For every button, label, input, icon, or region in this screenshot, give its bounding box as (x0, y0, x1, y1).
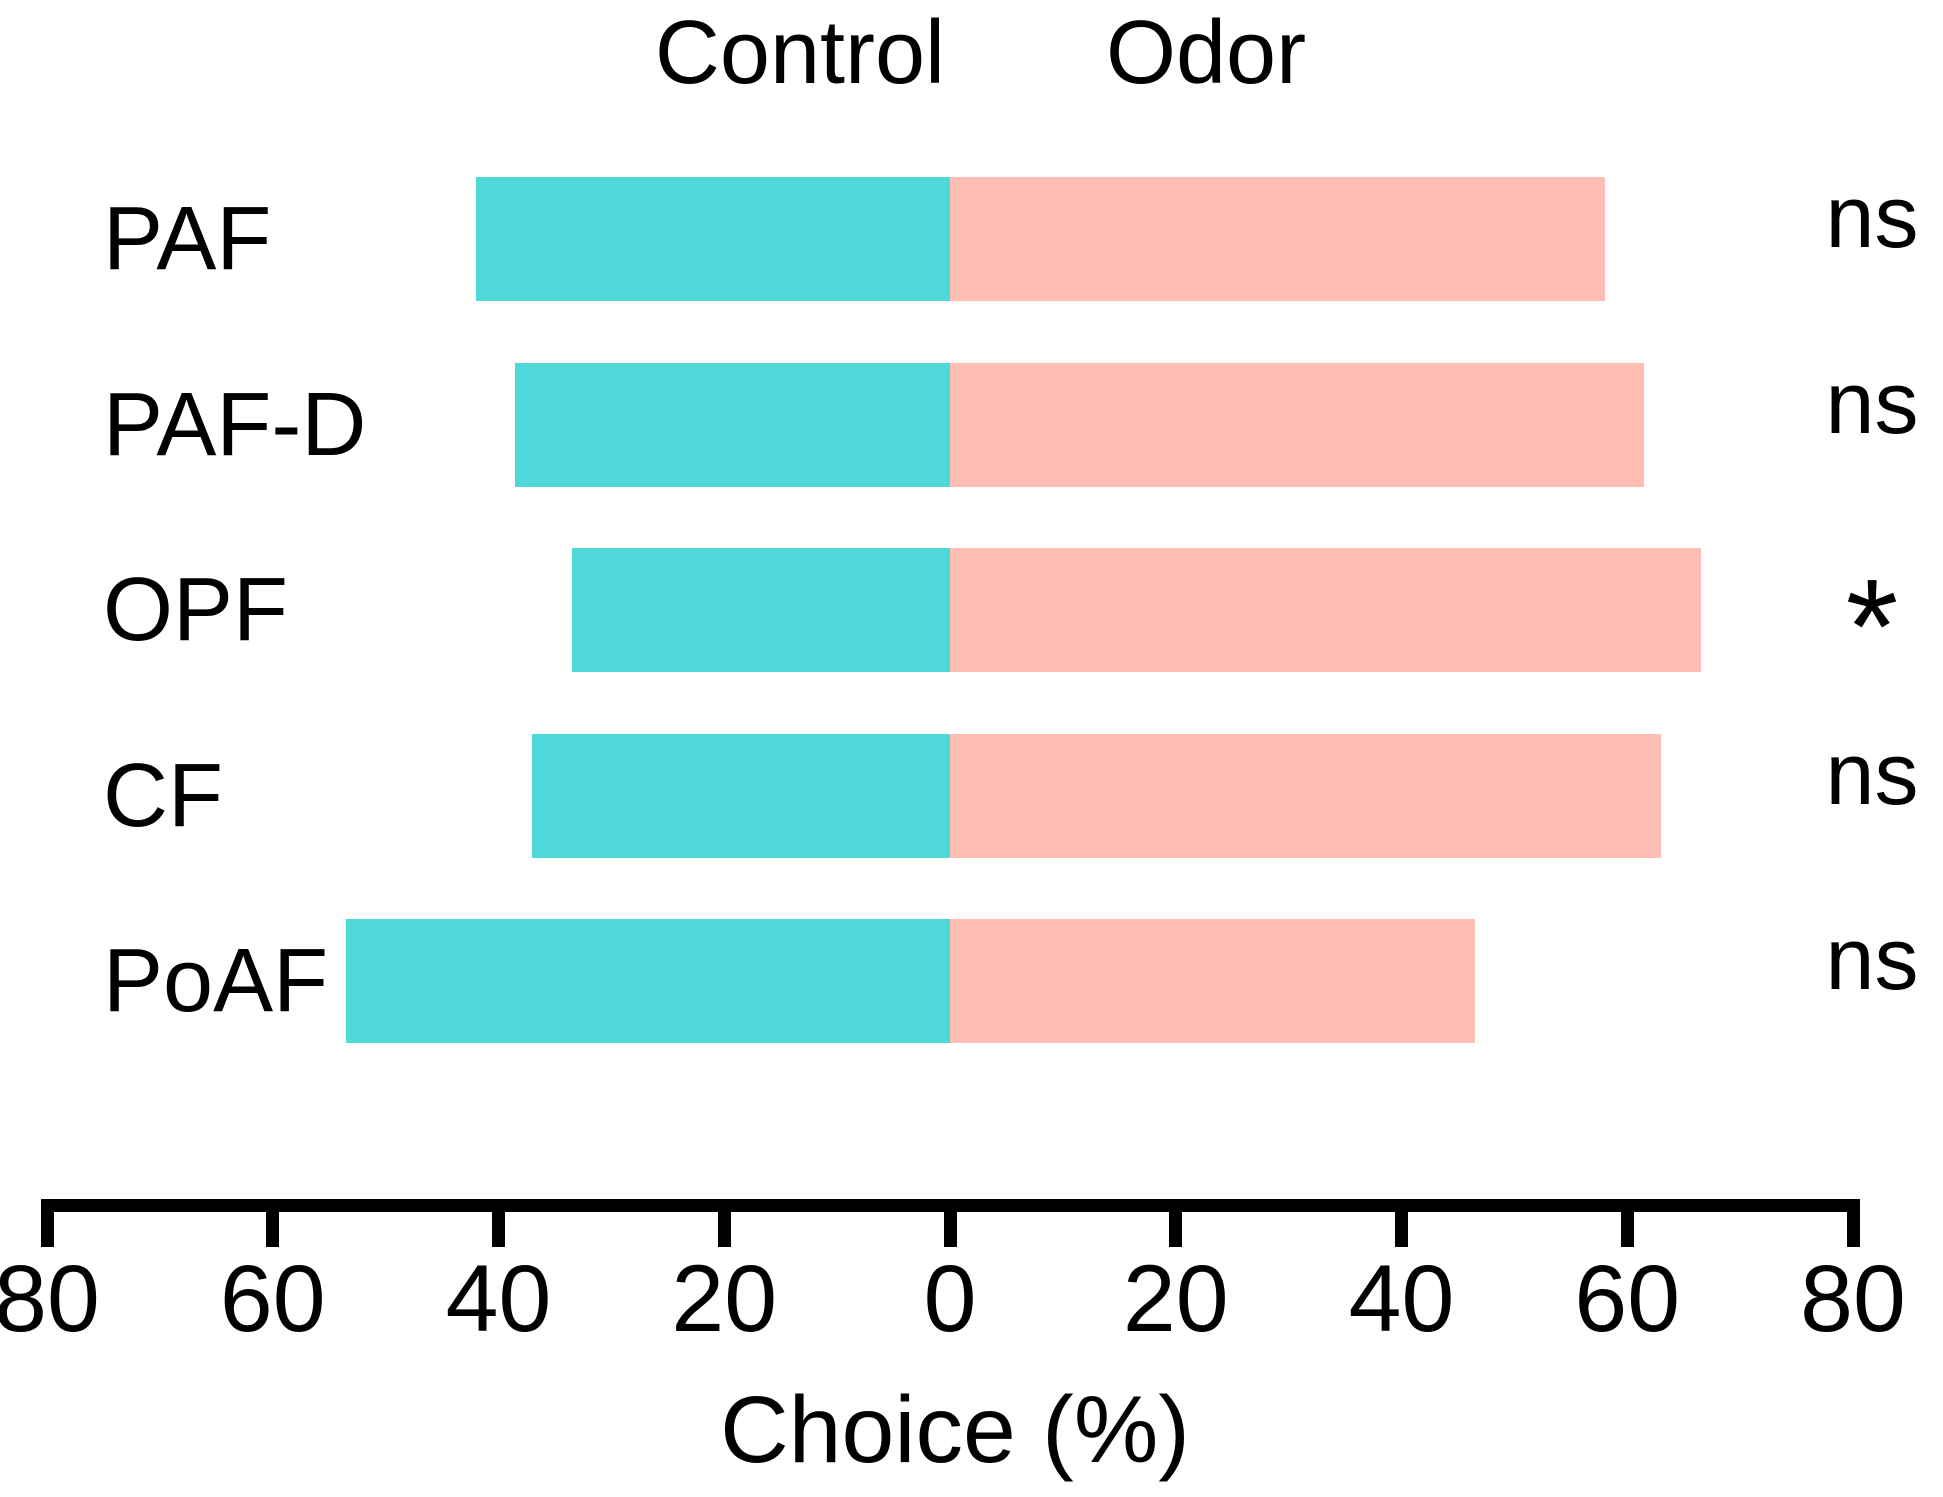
odor-bar-paf (950, 177, 1605, 301)
x-axis-tick-label: 60 (219, 1246, 326, 1352)
significance-poaf: ns (1825, 909, 1919, 1008)
control-bar-cf (532, 733, 950, 858)
odor-bar-opf (950, 548, 1701, 672)
odor-bar-poaf (950, 919, 1475, 1043)
category-label-poaf: PoAF (103, 931, 329, 1031)
category-label-opf: OPF (103, 560, 289, 660)
x-axis-tick-label: 80 (1800, 1246, 1906, 1352)
x-axis-tick (266, 1199, 280, 1247)
category-label-cf: CF (103, 745, 223, 846)
significance-paf-d: ns (1825, 352, 1919, 452)
control-bar-paf (475, 177, 950, 301)
x-axis-tick (1169, 1199, 1183, 1247)
odor-bar-paf-d (950, 362, 1645, 487)
x-axis-tick (1395, 1199, 1408, 1247)
x-axis-tick-label: 60 (1574, 1246, 1681, 1352)
x-axis-tick (492, 1199, 505, 1247)
x-axis-tick-label: 20 (1122, 1246, 1229, 1352)
x-axis-tick-label: 0 (923, 1246, 977, 1352)
legend-odor-label: Odor (1105, 3, 1307, 103)
x-axis-tick-label: 40 (445, 1246, 552, 1352)
x-axis-tick (1620, 1199, 1634, 1247)
x-axis-tick (717, 1199, 731, 1247)
x-axis-tick (1846, 1199, 1860, 1247)
legend-control-label: Control (654, 3, 946, 103)
control-bar-opf (571, 548, 950, 672)
x-axis-tick-label: 20 (671, 1246, 778, 1352)
significance-paf: ns (1825, 167, 1919, 266)
control-bar-poaf (346, 919, 950, 1043)
x-axis-tick-label: 80 (0, 1246, 100, 1352)
significance-cf: ns (1825, 723, 1919, 823)
x-axis-tick (943, 1199, 957, 1247)
odor-bar-cf (950, 733, 1662, 858)
x-axis-title: Choice (%) (720, 1377, 1190, 1483)
significance-opf: * (1845, 550, 1899, 702)
category-label-paf-d: PAF-D (103, 374, 367, 475)
category-label-paf: PAF (103, 189, 272, 289)
x-axis-tick-label: 40 (1348, 1246, 1455, 1352)
x-axis-tick (40, 1199, 54, 1247)
control-bar-paf-d (515, 362, 950, 487)
